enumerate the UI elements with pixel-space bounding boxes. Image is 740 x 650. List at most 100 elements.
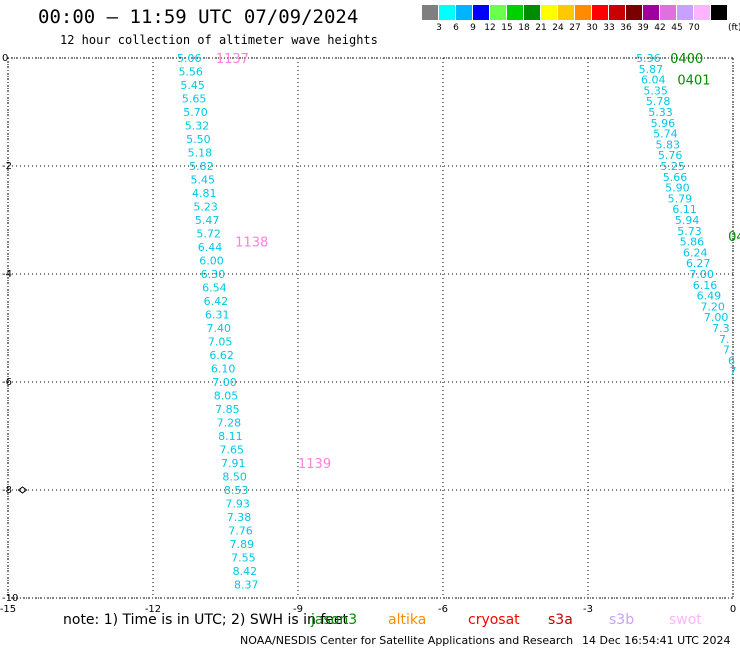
wave-height-label: 7.40 [206, 322, 231, 335]
legend-label: 21 [535, 23, 547, 33]
wave-height-label: 6.04 [641, 74, 666, 87]
wave-height-label: 8.53 [224, 484, 249, 497]
wave-height-label: 5.78 [646, 95, 671, 108]
wave-height-label: 6 [728, 354, 735, 367]
wave-height-label: 7.76 [228, 525, 253, 538]
wave-height-label: 5.35 [643, 84, 668, 97]
legend-label: 42 [654, 23, 666, 33]
legend-label: 15 [501, 23, 513, 33]
wave-height-label: 6.42 [204, 295, 229, 308]
legend-swatch [575, 5, 591, 20]
wave-height-label: 4.81 [192, 187, 217, 200]
legend-label: 39 [637, 23, 649, 33]
wave-height-label: 6.24 [683, 246, 708, 259]
wave-height-label: 5.86 [680, 236, 705, 249]
y-tick-label: -4 [2, 269, 12, 280]
legend-swatch [422, 5, 438, 20]
legend-label: 33 [603, 23, 615, 33]
wave-height-label: 5.36 [636, 52, 661, 65]
wave-height-label: 5.94 [675, 214, 700, 227]
wave-height-chart: -15 -12 -9 -6 -3 00-2-4-6-8-105.065.565.455.6… [0, 52, 740, 612]
wave-height-label: 6.62 [209, 349, 234, 362]
wave-height-label: 5.23 [193, 201, 218, 214]
x-tick-label: 0 [730, 604, 736, 612]
credit-text: NOAA/NESDIS Center for Satellite Applica… [240, 634, 574, 647]
wave-height-label: 7.28 [217, 417, 242, 430]
y-tick-label: 0 [2, 53, 8, 64]
legend-label: 3 [436, 23, 442, 33]
wave-height-label: 5.50 [186, 133, 211, 146]
wave-height-label: 6.31 [205, 309, 230, 322]
wave-height-label: 8.37 [234, 579, 259, 592]
wave-height-label: 6.11 [672, 203, 697, 216]
x-tick-label: -12 [145, 604, 161, 612]
wave-height-label: 8.42 [233, 565, 258, 578]
plot-frame [7, 57, 734, 599]
y-tick-label: -8 [2, 485, 12, 496]
wave-height-label: 7.00 [212, 376, 237, 389]
wave-height-label: 5.76 [658, 149, 683, 162]
wave-height-label: 6.16 [693, 279, 718, 292]
y-tick-label: -2 [2, 161, 12, 172]
wave-height-label: 7.3 [712, 322, 730, 335]
generated-timestamp: 14 Dec 16:54:41 UTC 2024 [582, 634, 731, 647]
wave-height-label: 5.87 [639, 63, 664, 76]
wave-height-label: 5.33 [648, 106, 673, 119]
wave-height-label: 5.66 [663, 171, 688, 184]
legend-swatch [473, 5, 489, 20]
legend-swatch [541, 5, 557, 20]
legend-label: 70 [688, 23, 700, 33]
legend-label: 24 [552, 23, 564, 33]
wave-height-label: 6.00 [199, 255, 224, 268]
legend-label: 12 [484, 23, 496, 33]
wave-height-label: 8.05 [214, 390, 239, 403]
y-tick-label: -6 [2, 377, 12, 388]
wave-height-label: 5.18 [188, 147, 213, 160]
wave-height-label: 6.49 [697, 290, 722, 303]
wave-height-label: 8.11 [218, 430, 243, 443]
wave-height-label: 5.06 [177, 52, 202, 65]
legend-swatch [456, 5, 472, 20]
track-label: 1139 [298, 457, 331, 472]
wave-height-label: 7.38 [227, 511, 252, 524]
wave-height-label: 7.55 [231, 552, 256, 565]
location-marker [17, 486, 28, 494]
footer-note: note: 1) Time is in UTC; 2) SWH is in fe… [0, 612, 740, 630]
legend-swatch [677, 5, 693, 20]
wave-height-label: 7.20 [700, 300, 725, 313]
page-subtitle: 12 hour collection of altimeter wave hei… [60, 33, 378, 47]
wave-height-label: 5.45 [191, 174, 216, 187]
satellite-s3a: s3a [548, 612, 573, 628]
wave-height-label: 5.96 [651, 117, 676, 130]
satellite-s3b: s3b [609, 612, 635, 628]
track-label: 0402 [728, 230, 740, 245]
wave-height-label: 7.00 [704, 311, 729, 324]
wave-height-label: 5.73 [677, 225, 702, 238]
wave-height-label: 5.79 [668, 192, 693, 205]
wave-height-label: 7.65 [220, 444, 245, 457]
wave-height-label: 7. [723, 344, 734, 357]
x-tick-label: -9 [293, 604, 303, 612]
wave-height-label: 5.90 [665, 182, 690, 195]
wave-height-label: 6.44 [198, 241, 223, 254]
wave-height-label: 6.54 [202, 282, 227, 295]
wave-height-label: 5.74 [653, 128, 678, 141]
wave-height-label: 5.56 [178, 66, 203, 79]
wave-height-label: 7.93 [225, 498, 250, 511]
wave-height-label: 5.25 [660, 160, 685, 173]
satellite-cryosat: cryosat [468, 612, 520, 628]
wave-height-label: 7.85 [215, 403, 240, 416]
wave-height-label: 6.30 [201, 268, 226, 281]
wave-height-label: 7.05 [208, 336, 233, 349]
wave-height-label: 5.65 [182, 93, 207, 106]
wave-height-label: 5.83 [656, 138, 681, 151]
page-title: 00:00 — 11:59 UTC 07/09/2024 [38, 6, 359, 28]
wave-height-label: 7.91 [221, 457, 246, 470]
legend-label: 18 [518, 23, 530, 33]
legend-label: 27 [569, 23, 581, 33]
x-tick-label: -15 [0, 604, 16, 612]
wave-height-label: 7 [730, 365, 737, 378]
legend-label: 45 [671, 23, 683, 33]
legend-swatch [592, 5, 608, 20]
legend-swatch [558, 5, 574, 20]
